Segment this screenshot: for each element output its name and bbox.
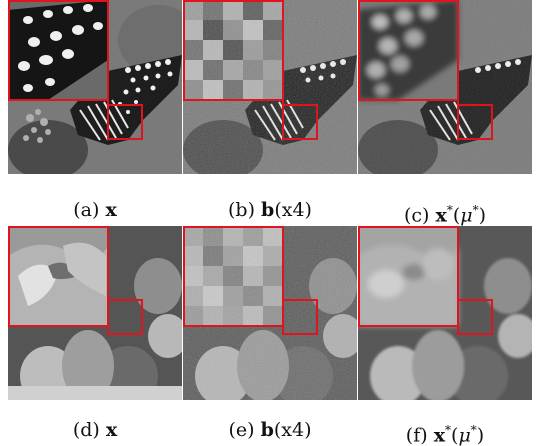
panel-e-image	[183, 226, 357, 400]
panel-a-image	[8, 0, 182, 174]
panel-f-image	[358, 226, 532, 400]
caption-e: (e) b(x4)	[228, 419, 312, 441]
panel-b-image	[183, 0, 357, 174]
caption-a: (a) x	[73, 199, 117, 221]
panel-d-image	[8, 226, 182, 400]
caption-c: (c) x*(μ*)	[403, 203, 487, 227]
caption-d: (d) x	[72, 419, 118, 441]
caption-f: (f) x*(μ*)	[405, 423, 485, 446]
panel-c-image	[358, 0, 532, 174]
caption-b: (b) b(x4)	[228, 199, 312, 221]
